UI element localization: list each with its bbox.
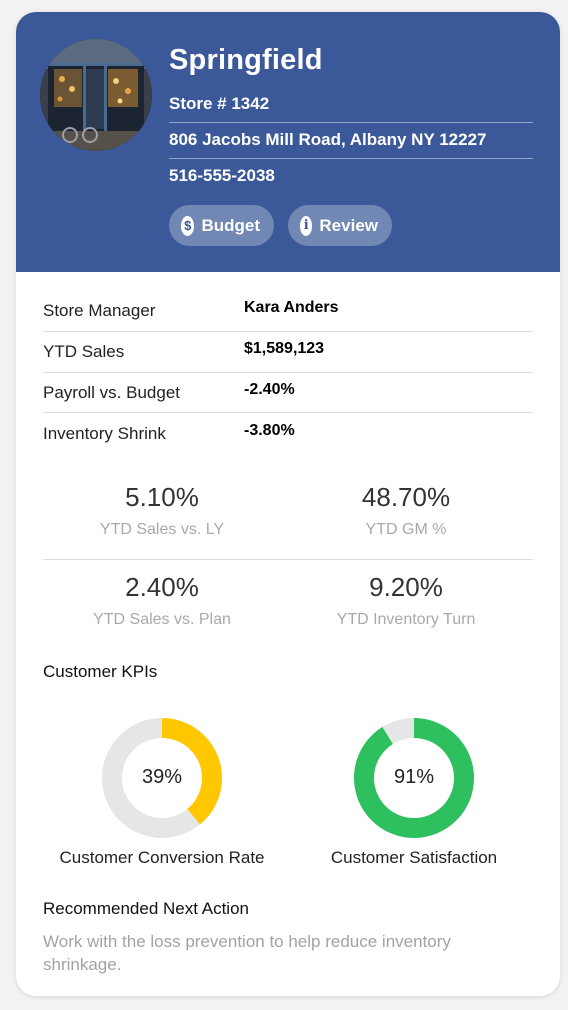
metric-ytd-inventory-turn: 9.20% YTD Inventory Turn — [284, 572, 528, 629]
kpi-section-title: Customer KPIs — [43, 662, 158, 681]
detail-row: YTD Sales $1,589,123 — [43, 333, 533, 373]
store-header: Springfield Store # 1342 806 Jacobs Mill… — [16, 12, 560, 272]
detail-label: YTD Sales — [43, 342, 125, 361]
info-icon: i — [300, 215, 313, 236]
detail-row: Inventory Shrink -3.80% — [43, 415, 533, 455]
row-divider — [43, 372, 533, 373]
detail-row: Payroll vs. Budget -2.40% — [43, 374, 533, 414]
conversion-rate-donut: 39% — [100, 716, 224, 840]
metric-value: 5.10% — [125, 482, 199, 512]
store-name: Springfield — [169, 44, 323, 76]
kpi-caption: Customer Conversion Rate — [59, 848, 265, 867]
review-button-label: Review — [319, 215, 378, 235]
detail-row: Store Manager Kara Anders — [43, 292, 533, 332]
detail-value: -2.40% — [244, 381, 295, 398]
donut-arc — [102, 718, 222, 838]
detail-value: Kara Anders — [244, 299, 339, 316]
detail-label: Payroll vs. Budget — [43, 383, 181, 402]
recommendation-text: Work with the loss prevention to help re… — [43, 932, 451, 974]
donut-percent: 39% — [141, 766, 183, 788]
satisfaction-donut: 91% — [352, 716, 476, 840]
detail-label: Inventory Shrink — [43, 424, 166, 443]
store-card: Springfield Store # 1342 806 Jacobs Mill… — [16, 12, 560, 996]
header-divider — [169, 122, 533, 123]
donut-arc — [354, 718, 474, 838]
row-divider — [43, 331, 533, 332]
metrics-divider — [43, 559, 533, 560]
detail-value: $1,589,123 — [244, 340, 325, 357]
metric-ytd-sales-vs-ly: 5.10% YTD Sales vs. LY — [40, 482, 284, 539]
detail-value: -3.80% — [244, 422, 295, 439]
budget-button-label: Budget — [201, 215, 260, 235]
metric-caption: YTD Sales vs. Plan — [93, 611, 231, 628]
metric-ytd-sales-vs-plan: 2.40% YTD Sales vs. Plan — [40, 572, 284, 629]
detail-label: Store Manager — [43, 301, 156, 320]
metric-ytd-gm: 48.70% YTD GM % — [284, 482, 528, 539]
metric-value: 9.20% — [369, 572, 443, 602]
dollar-icon: $ — [181, 215, 195, 236]
budget-button[interactable]: $ Budget — [169, 205, 274, 246]
metric-caption: YTD Inventory Turn — [336, 611, 476, 628]
kpi-caption: Customer Satisfaction — [330, 848, 498, 867]
store-phone: 516-555-2038 — [169, 166, 275, 185]
metric-value: 2.40% — [125, 572, 199, 602]
metric-value: 48.70% — [361, 482, 451, 512]
recommendation-title: Recommended Next Action — [43, 899, 249, 918]
review-button[interactable]: i Review — [288, 205, 392, 246]
store-number: Store # 1342 — [169, 94, 270, 113]
row-divider — [43, 412, 533, 413]
store-photo — [40, 39, 152, 151]
metric-caption: YTD Sales vs. LY — [99, 521, 225, 538]
donut-percent: 91% — [393, 766, 435, 788]
metric-caption: YTD GM % — [365, 521, 447, 538]
header-divider — [169, 158, 533, 159]
store-address: 806 Jacobs Mill Road, Albany NY 12227 — [169, 130, 487, 149]
